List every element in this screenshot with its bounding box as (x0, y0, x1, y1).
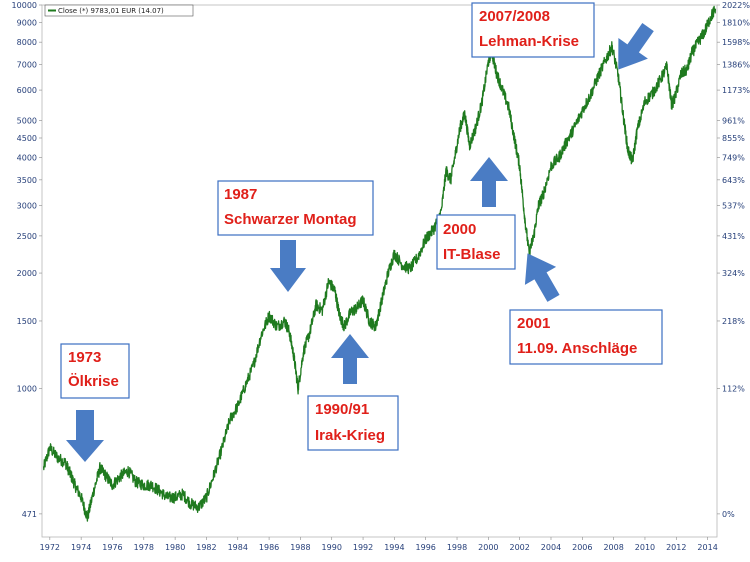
y-tick-label-right: 855% (722, 134, 745, 143)
y-tick-label-right: 537% (722, 202, 745, 211)
y-tick-label-right: 1810% (722, 19, 750, 28)
x-tick-label: 1986 (259, 543, 279, 552)
x-tick-label: 1990 (322, 543, 342, 552)
annotation-1987-label: Schwarzer Montag (224, 211, 357, 228)
annotation-2008-year: 2007/2008 (479, 8, 550, 25)
annotation-1990: 1990/91 Irak-Krieg (307, 395, 399, 451)
x-tick-label: 2014 (697, 543, 717, 552)
x-tick-label: 1972 (40, 543, 60, 552)
x-tick-label: 1982 (196, 543, 216, 552)
x-tick-label: 1978 (134, 543, 154, 552)
x-tick-label: 2012 (666, 543, 686, 552)
x-tick-label: 1974 (71, 543, 91, 552)
y-tick-label-left: 5000 (17, 116, 37, 125)
y-tick-label-right: 0% (722, 510, 735, 519)
y-tick-label-left: 2500 (17, 232, 37, 241)
plot-area (42, 5, 717, 522)
legend: Close (*) 9783,01 EUR (14.07) (44, 4, 194, 17)
plot-frame (41, 4, 718, 538)
y-tick-label-right: 2022% (722, 1, 750, 10)
annotation-1973-label: Ölkrise (68, 373, 119, 390)
y-tick-label-right: 749% (722, 154, 745, 163)
x-tick-label: 1980 (165, 543, 185, 552)
x-tick-label: 2010 (635, 543, 655, 552)
legend-box (44, 4, 194, 17)
y-tick-label-left: 3000 (17, 202, 37, 211)
x-tick-label: 2002 (509, 543, 529, 552)
annotation-2008-label: Lehman-Krise (479, 33, 579, 50)
x-tick-label: 1984 (228, 543, 248, 552)
annotation-2000-label: IT-Blase (443, 246, 501, 263)
annotation-2001: 2001 11.09. Anschläge (509, 309, 663, 365)
annotation-2000-year: 2000 (443, 221, 476, 238)
y-tick-label-left: 8000 (17, 38, 37, 47)
arrow-1990-icon (331, 334, 369, 384)
arrow-2008-icon (618, 23, 654, 70)
y-tick-label-right: 218% (722, 317, 745, 326)
y-tick-label-right: 961% (722, 116, 745, 125)
x-tick-label: 2006 (572, 543, 592, 552)
annotation-2008: 2007/2008 Lehman-Krise (471, 2, 595, 58)
arrow-1987-icon (270, 240, 306, 292)
annotation-1973-year: 1973 (68, 349, 101, 366)
y-tick-label-right: 1598% (722, 38, 750, 47)
y-tick-label-left: 6000 (17, 86, 37, 95)
y-tick-label-left: 3500 (17, 176, 37, 185)
y-tick-label-left: 9000 (17, 19, 37, 28)
y-tick-label-right: 1386% (722, 60, 750, 69)
annotation-1990-label: Irak-Krieg (315, 427, 385, 444)
y-tick-label-right: 112% (722, 385, 745, 394)
y-tick-label-right: 324% (722, 269, 745, 278)
y-tick-label-left: 2000 (17, 269, 37, 278)
x-tick-label: 2008 (603, 543, 623, 552)
annotation-1987-year: 1987 (224, 186, 257, 203)
arrow-2001-icon (524, 253, 560, 302)
legend-label: Close (*) 9783,01 EUR (14.07) (58, 7, 164, 15)
annotation-2000: 2000 IT-Blase (436, 214, 516, 270)
axes: 10000 2022% 9000 1810% 8000 1598% 7000 1386% 600… (12, 1, 750, 552)
x-tick-label: 1988 (290, 543, 310, 552)
x-tick-label: 1996 (416, 543, 436, 552)
x-tick-label: 1976 (102, 543, 122, 552)
arrow-2000-icon (470, 157, 508, 207)
y-tick-label-left: 1000 (17, 385, 37, 394)
series-line (42, 5, 717, 522)
x-tick-label: 2004 (541, 543, 561, 552)
annotation-1987: 1987 Schwarzer Montag (217, 180, 374, 236)
annotation-1990-year: 1990/91 (315, 401, 369, 418)
y-tick-label-right: 1173% (722, 86, 750, 95)
annotation-2001-label: 11.09. Anschläge (517, 340, 637, 357)
annotation-1973: 1973 Ölkrise (60, 343, 130, 399)
x-tick-label: 1998 (447, 543, 467, 552)
y-tick-label-left: 7000 (17, 60, 37, 69)
annotation-2001-year: 2001 (517, 315, 550, 332)
y-tick-label-left: 4000 (17, 154, 37, 163)
y-tick-label-left: 471 (22, 510, 37, 519)
y-tick-label-left: 1500 (17, 317, 37, 326)
x-tick-label: 1992 (353, 543, 373, 552)
y-tick-label-left: 10000 (12, 1, 37, 10)
annotation-arrows (66, 23, 654, 462)
y-tick-label-right: 643% (722, 176, 745, 185)
y-tick-label-left: 4500 (17, 134, 37, 143)
x-tick-label: 2000 (478, 543, 498, 552)
y-tick-label-right: 431% (722, 232, 745, 241)
x-tick-label: 1994 (384, 543, 404, 552)
arrow-1973-icon (66, 410, 104, 462)
